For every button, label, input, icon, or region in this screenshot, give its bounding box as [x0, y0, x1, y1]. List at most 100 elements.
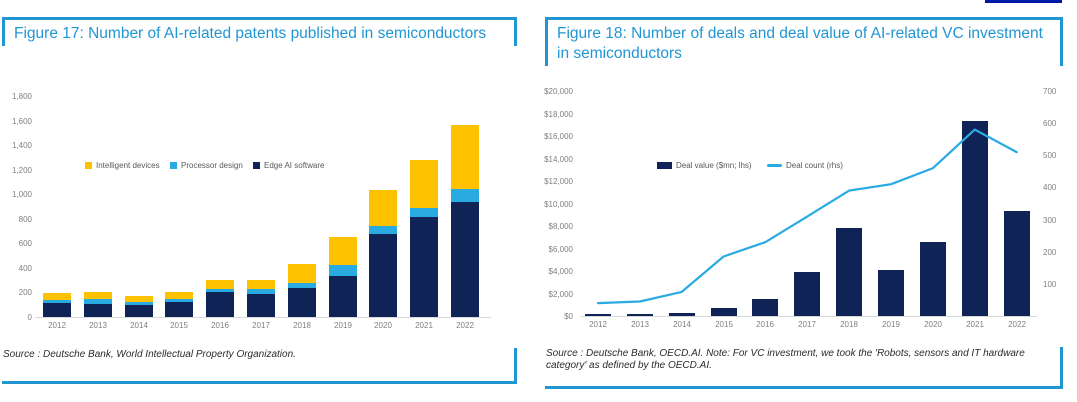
y-axis-tick: 1,600: [11, 117, 32, 126]
right-axis-tick: 700: [1043, 87, 1057, 96]
legend-swatch-edge-ai-software: [253, 162, 260, 169]
figure-18-title: Figure 18: Number of deals and deal valu…: [545, 17, 1063, 66]
figure-18-chart: $20,000 $18,000 $16,000 $14,000 $12,000 $10,0…: [544, 87, 1056, 339]
x-axis-label-2016: 2016: [211, 321, 229, 330]
left-axis-tick: $16,000: [544, 132, 573, 141]
bar-2012-edge-ai-software: [43, 303, 71, 317]
bar-2018-processor-design: [288, 283, 316, 288]
bar-2015-edge-ai-software: [165, 302, 193, 317]
bar-2015-processor-design: [165, 299, 193, 302]
figure-17-panel: Figure 17: Number of AI-related patents …: [2, 17, 517, 384]
left-axis-tick: $20,000: [544, 87, 573, 96]
y-axis-tick: 0: [27, 313, 32, 322]
left-axis-tick: $8,000: [548, 222, 573, 231]
bar-2013-processor-design: [84, 299, 112, 304]
bar-2017-edge-ai-software: [247, 294, 275, 317]
y-axis-tick: 600: [18, 239, 32, 248]
bar-2013-intelligent-devices: [84, 292, 112, 299]
bar-2019-intelligent-devices: [329, 237, 357, 265]
bar-2019-edge-ai-software: [329, 276, 357, 317]
left-axis-tick: $14,000: [544, 155, 573, 164]
figure-17-chart: 1,800 1,600 1,400 1,200 1,000 800 600 400 200 0 20…: [6, 89, 511, 339]
x-axis-label-2020: 2020: [924, 320, 942, 329]
bar-2017-intelligent-devices: [247, 280, 275, 289]
legend-item-edge-ai-software: Edge AI software: [253, 161, 324, 170]
x-axis-label-2014: 2014: [130, 321, 148, 330]
right-axis-tick: 300: [1043, 216, 1057, 225]
deal-value-bar-2022: [1004, 211, 1030, 316]
x-axis-label-2017: 2017: [798, 320, 816, 329]
deal-value-bar-2020: [920, 242, 946, 316]
left-axis-tick: $10,000: [544, 200, 573, 209]
bar-2022-edge-ai-software: [451, 202, 479, 317]
bar-2014-processor-design: [125, 302, 153, 305]
y-axis-tick: 1,200: [11, 166, 32, 175]
deal-count-line-plot: [596, 128, 1018, 305]
right-axis-tick: 600: [1043, 119, 1057, 128]
x-axis-label-2020: 2020: [374, 321, 392, 330]
x-axis-label-2015: 2015: [170, 321, 188, 330]
bar-2018-edge-ai-software: [288, 288, 316, 317]
legend-line-swatch-deal-count-rhs: [767, 164, 782, 167]
deal-value-bar-2012: [585, 314, 611, 316]
x-axis-label-2013: 2013: [631, 320, 649, 329]
legend-label: Deal count (rhs): [786, 161, 843, 170]
bar-2015-intelligent-devices: [165, 292, 193, 299]
x-axis-label-2012: 2012: [589, 320, 607, 329]
x-axis-line: [580, 316, 1037, 317]
bar-2013-edge-ai-software: [84, 304, 112, 317]
figure-18-panel: Figure 18: Number of deals and deal valu…: [544, 17, 1063, 389]
legend-swatch-deal-value-mn-lhs: [657, 162, 672, 169]
legend-item-processor-design: Processor design: [170, 161, 243, 170]
left-axis-tick: $12,000: [544, 177, 573, 186]
deal-value-bar-2014: [669, 313, 695, 316]
bar-2012-processor-design: [43, 300, 71, 303]
deal-value-bar-2016: [752, 299, 778, 316]
left-axis-tick: $4,000: [548, 267, 573, 276]
legend-label: Processor design: [181, 161, 243, 170]
x-axis-label-2022: 2022: [456, 321, 474, 330]
page-header-rule: [985, 0, 1062, 3]
right-axis-tick: 100: [1043, 280, 1057, 289]
legend-item-deal-value-mn-lhs: Deal value ($mn; lhs): [657, 161, 752, 170]
legend-swatch-processor-design: [170, 162, 177, 169]
bar-2018-intelligent-devices: [288, 264, 316, 283]
bar-2021-intelligent-devices: [410, 160, 438, 208]
right-axis-tick: 400: [1043, 183, 1057, 192]
x-axis-label-2014: 2014: [673, 320, 691, 329]
bar-2017-processor-design: [247, 289, 275, 294]
x-axis-label-2018: 2018: [840, 320, 858, 329]
deal-value-bar-2017: [794, 272, 820, 316]
y-axis-tick: 1,800: [11, 92, 32, 101]
figure-17-title: Figure 17: Number of AI-related patents …: [2, 17, 517, 46]
x-axis-label-2013: 2013: [89, 321, 107, 330]
bar-2016-processor-design: [206, 289, 234, 292]
bar-2020-intelligent-devices: [369, 190, 397, 226]
left-axis-tick: $6,000: [548, 245, 573, 254]
bar-2016-edge-ai-software: [206, 292, 234, 317]
x-axis-label-2015: 2015: [715, 320, 733, 329]
x-axis-label-2018: 2018: [293, 321, 311, 330]
y-axis-tick: 400: [18, 264, 32, 273]
legend-label: Intelligent devices: [96, 161, 160, 170]
legend-item-intelligent-devices: Intelligent devices: [85, 161, 160, 170]
y-axis-tick: 200: [18, 288, 32, 297]
x-axis-label-2012: 2012: [48, 321, 66, 330]
x-axis-label-2019: 2019: [334, 321, 352, 330]
left-axis-tick: $18,000: [544, 110, 573, 119]
right-axis-tick: 200: [1043, 248, 1057, 257]
deal-value-bar-2013: [627, 314, 653, 316]
left-axis-tick: $2,000: [548, 290, 573, 299]
deal-value-bar-2019: [878, 270, 904, 316]
deal-value-bar-2015: [711, 308, 737, 316]
bar-2012-intelligent-devices: [43, 293, 71, 300]
legend-label: Edge AI software: [264, 161, 325, 170]
x-axis-label-2022: 2022: [1008, 320, 1026, 329]
bar-2021-edge-ai-software: [410, 217, 438, 317]
bar-2022-intelligent-devices: [451, 125, 479, 189]
x-axis-label-2021: 2021: [966, 320, 984, 329]
legend-swatch-intelligent-devices: [85, 162, 92, 169]
y-axis-tick: 800: [18, 215, 32, 224]
bar-2016-intelligent-devices: [206, 280, 234, 289]
x-axis-label-2021: 2021: [415, 321, 433, 330]
